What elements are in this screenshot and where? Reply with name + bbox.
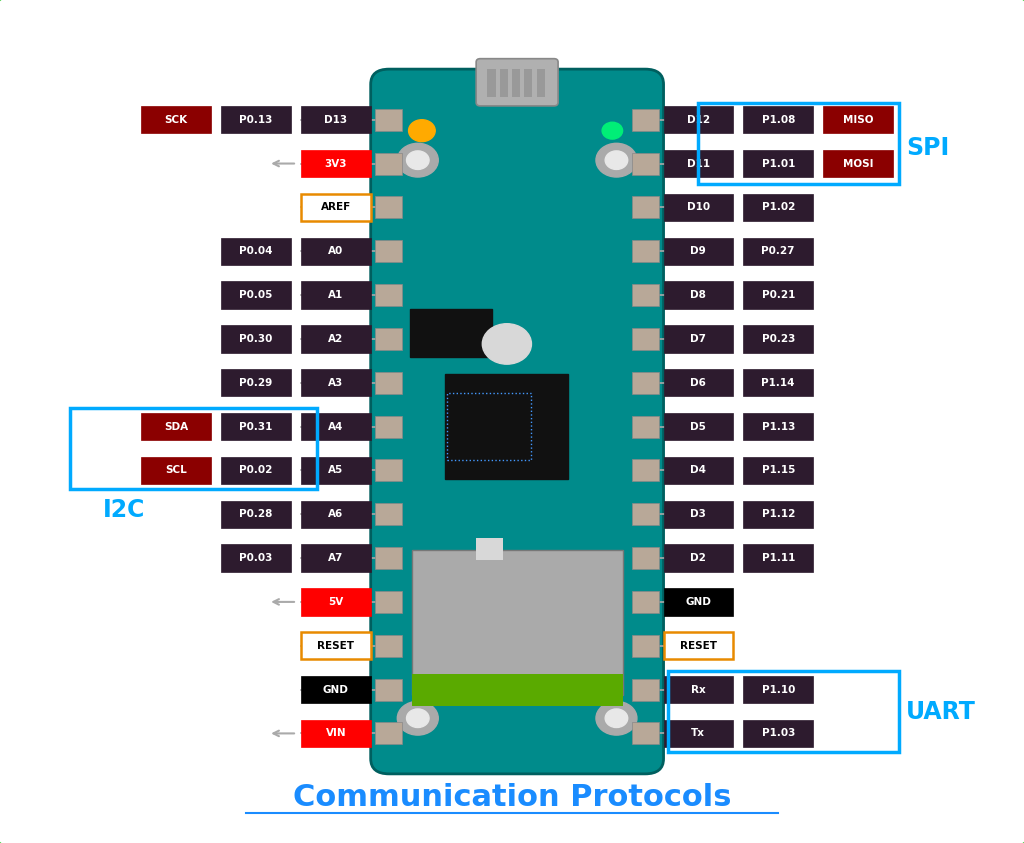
Text: AREF: AREF <box>321 202 351 212</box>
Text: I2C: I2C <box>102 498 144 522</box>
Text: P0.13: P0.13 <box>240 115 272 125</box>
Circle shape <box>397 143 438 177</box>
Bar <box>632 153 659 175</box>
Bar <box>375 196 402 218</box>
FancyBboxPatch shape <box>743 369 813 396</box>
Text: P0.21: P0.21 <box>762 290 795 300</box>
Bar <box>632 284 659 306</box>
FancyBboxPatch shape <box>823 150 893 177</box>
FancyBboxPatch shape <box>221 413 291 440</box>
Bar <box>524 69 532 98</box>
Bar <box>632 416 659 438</box>
FancyBboxPatch shape <box>221 369 291 396</box>
FancyBboxPatch shape <box>664 194 733 221</box>
Text: P0.29: P0.29 <box>240 378 272 388</box>
Text: A2: A2 <box>329 334 343 344</box>
Text: Rx: Rx <box>691 685 706 695</box>
FancyBboxPatch shape <box>301 501 371 528</box>
Text: D5: D5 <box>690 422 707 432</box>
FancyBboxPatch shape <box>141 413 211 440</box>
Text: P0.28: P0.28 <box>240 509 272 519</box>
Text: A3: A3 <box>329 378 343 388</box>
FancyBboxPatch shape <box>743 282 813 309</box>
Text: SPI: SPI <box>906 136 949 159</box>
Circle shape <box>605 151 628 169</box>
Bar <box>476 538 503 560</box>
Text: D11: D11 <box>687 158 710 169</box>
Text: A7: A7 <box>328 553 344 563</box>
Text: D12: D12 <box>687 115 710 125</box>
FancyBboxPatch shape <box>664 545 733 572</box>
Bar <box>698 103 899 184</box>
Circle shape <box>409 120 435 142</box>
Text: SCK: SCK <box>165 115 187 125</box>
Bar <box>412 550 623 695</box>
FancyBboxPatch shape <box>664 457 733 484</box>
Text: Communication Protocols: Communication Protocols <box>293 783 731 812</box>
FancyBboxPatch shape <box>743 106 813 133</box>
Bar <box>632 196 659 218</box>
Text: D3: D3 <box>690 509 707 519</box>
Text: P1.15: P1.15 <box>762 465 795 475</box>
FancyBboxPatch shape <box>371 69 664 774</box>
FancyBboxPatch shape <box>410 309 492 357</box>
Bar <box>375 635 402 657</box>
Circle shape <box>407 709 429 728</box>
Bar <box>500 69 508 98</box>
FancyBboxPatch shape <box>743 150 813 177</box>
Bar <box>375 722 402 744</box>
Text: RESET: RESET <box>317 641 354 651</box>
Bar <box>375 416 402 438</box>
Text: D9: D9 <box>690 246 707 256</box>
Text: SCL: SCL <box>165 465 187 475</box>
FancyBboxPatch shape <box>221 457 291 484</box>
Text: P1.10: P1.10 <box>762 685 795 695</box>
FancyBboxPatch shape <box>664 369 733 396</box>
FancyBboxPatch shape <box>664 720 733 747</box>
FancyBboxPatch shape <box>301 150 371 177</box>
Bar <box>632 240 659 262</box>
Circle shape <box>397 701 438 735</box>
Text: P1.12: P1.12 <box>762 509 795 519</box>
Bar <box>537 69 545 98</box>
FancyBboxPatch shape <box>221 282 291 309</box>
Bar <box>632 109 659 131</box>
FancyBboxPatch shape <box>664 282 733 309</box>
Bar <box>375 547 402 569</box>
Bar <box>632 591 659 613</box>
FancyBboxPatch shape <box>221 545 291 572</box>
Bar <box>70 408 317 489</box>
Bar <box>375 591 402 613</box>
Bar <box>632 722 659 744</box>
FancyBboxPatch shape <box>141 457 211 484</box>
Bar <box>632 679 659 701</box>
Text: D13: D13 <box>325 115 347 125</box>
Text: D8: D8 <box>690 290 707 300</box>
FancyBboxPatch shape <box>221 106 291 133</box>
Bar <box>632 635 659 657</box>
Text: D10: D10 <box>687 202 710 212</box>
FancyBboxPatch shape <box>301 238 371 265</box>
FancyBboxPatch shape <box>141 106 211 133</box>
Text: GND: GND <box>685 597 712 607</box>
FancyBboxPatch shape <box>301 106 371 133</box>
Circle shape <box>605 709 628 728</box>
FancyBboxPatch shape <box>664 413 733 440</box>
Text: P0.27: P0.27 <box>762 246 795 256</box>
FancyBboxPatch shape <box>743 413 813 440</box>
FancyBboxPatch shape <box>221 238 291 265</box>
Circle shape <box>596 701 637 735</box>
Bar <box>632 503 659 525</box>
Text: A1: A1 <box>329 290 343 300</box>
FancyBboxPatch shape <box>301 282 371 309</box>
Bar <box>375 240 402 262</box>
Text: A4: A4 <box>328 422 344 432</box>
FancyBboxPatch shape <box>301 588 371 615</box>
FancyBboxPatch shape <box>664 501 733 528</box>
Text: D2: D2 <box>690 553 707 563</box>
Text: P1.03: P1.03 <box>762 728 795 738</box>
FancyBboxPatch shape <box>301 413 371 440</box>
FancyBboxPatch shape <box>221 325 291 352</box>
Text: UART: UART <box>906 701 976 724</box>
